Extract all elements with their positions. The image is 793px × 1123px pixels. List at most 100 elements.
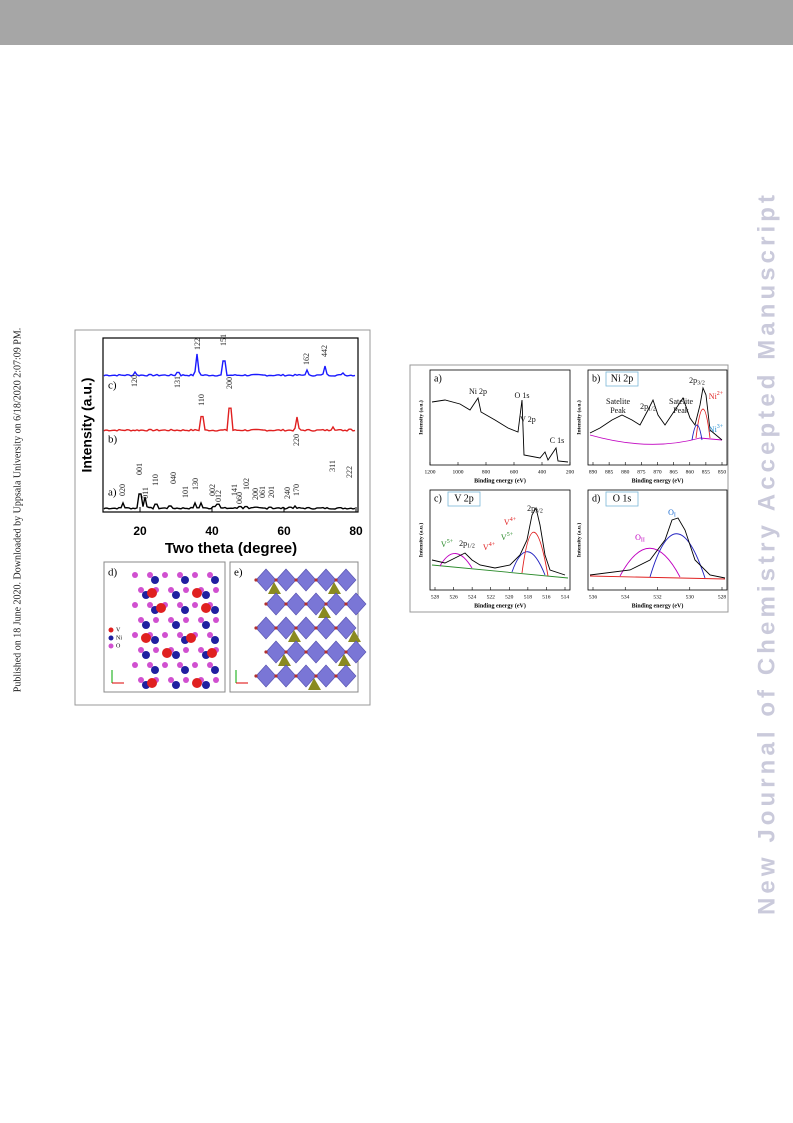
- atom: [254, 674, 258, 678]
- atom-o: [138, 647, 144, 653]
- x-tick-label: 1200: [425, 469, 436, 475]
- y-axis-label: Intensity (a.u.): [79, 378, 95, 473]
- panel-title: Ni 2p: [611, 373, 634, 384]
- atom-v: [147, 678, 157, 688]
- atom-o: [177, 662, 183, 668]
- x-tick-label: 532: [653, 594, 662, 600]
- atom-o: [153, 617, 159, 623]
- annotation-superscript: 5+: [447, 539, 454, 545]
- atom-o: [213, 677, 219, 683]
- atom: [304, 602, 308, 606]
- annotation-text: V: [483, 543, 489, 552]
- atom-o: [138, 587, 144, 593]
- x-tick-label: 528: [718, 594, 727, 600]
- atom-ni: [172, 681, 180, 689]
- octahedron: [345, 592, 367, 616]
- peak-label: 061: [258, 486, 267, 498]
- peak-label: 240: [283, 487, 292, 499]
- peak-label: 110: [197, 394, 206, 406]
- y-axis-label: Intensity (a.u.): [417, 400, 424, 435]
- atom: [334, 578, 338, 582]
- peak-label: 131: [173, 376, 182, 388]
- xrd-trace-a: [103, 493, 356, 510]
- annotation: C 1s: [550, 436, 564, 445]
- peak-label: 220: [292, 434, 301, 446]
- xps-axes: [429, 369, 571, 466]
- title-box: [605, 491, 639, 507]
- annotation: 2p1/2: [640, 402, 656, 413]
- annotation-subscript: 3/2: [697, 381, 705, 387]
- annotation-text: O 1s: [515, 391, 530, 400]
- annotation-text: O: [635, 533, 641, 542]
- xps-axes: [429, 489, 571, 591]
- peak-label: 130: [191, 478, 200, 490]
- atom-v: [192, 588, 202, 598]
- atom-o: [207, 572, 213, 578]
- annotation-text: O: [668, 508, 674, 517]
- octahedron: [315, 568, 337, 592]
- panel-label: d): [108, 567, 118, 579]
- y-axis-label: Intensity (a.u.): [417, 523, 424, 558]
- octahedron: [255, 568, 277, 592]
- tetrahedron: [348, 630, 361, 642]
- annotation: Satelite: [669, 397, 693, 406]
- atom-o: [198, 647, 204, 653]
- atom-o: [147, 602, 153, 608]
- octahedron: [305, 592, 327, 616]
- octahedron: [315, 616, 337, 640]
- atom-ni: [202, 621, 210, 629]
- tetrahedron: [318, 606, 331, 618]
- x-tick-label: 514: [561, 594, 570, 600]
- octahedron: [265, 640, 287, 664]
- xps-curve: [521, 531, 549, 577]
- octahedron: [295, 664, 317, 688]
- annotation-superscript: 3+: [717, 424, 724, 430]
- trace-label: a): [108, 487, 117, 499]
- atom-o: [162, 572, 168, 578]
- annotation-text: Peak: [610, 406, 626, 415]
- atom: [314, 626, 318, 630]
- annotation-subscript: II: [641, 538, 645, 544]
- xps-curve: [619, 547, 681, 578]
- atom-v: [147, 588, 157, 598]
- octahedron: [295, 568, 317, 592]
- x-tick-label: 520: [505, 594, 514, 600]
- x-axis-label: Binding energy (eV): [474, 477, 526, 484]
- peak-label: 002: [208, 484, 217, 496]
- atom-o: [132, 602, 138, 608]
- annotation-text: V 2p: [520, 415, 536, 424]
- annotation-text: Peak: [673, 406, 689, 415]
- atom-v: [192, 678, 202, 688]
- peak-label: 040: [169, 472, 178, 484]
- octahedron: [335, 664, 357, 688]
- xps-curve: [691, 424, 703, 441]
- y-axis-label: Intensity (a.u.): [575, 523, 582, 558]
- annotation-text: V: [441, 540, 447, 549]
- atom-ni: [151, 636, 159, 644]
- title-box: [605, 371, 639, 387]
- annotation-text: Satelite: [669, 397, 693, 406]
- xps-curve: [589, 517, 726, 579]
- atom-ni: [142, 621, 150, 629]
- legend-label: Ni: [116, 635, 122, 641]
- atom-o: [132, 632, 138, 638]
- tetrahedron: [278, 654, 291, 666]
- legend-swatch: [108, 635, 114, 641]
- atom-o: [192, 662, 198, 668]
- atom-ni: [211, 606, 219, 614]
- panel-label: d): [592, 493, 600, 504]
- trace-label: b): [108, 434, 118, 446]
- atom-ni: [172, 651, 180, 659]
- x-axis-label: Two theta (degree): [165, 540, 297, 557]
- atom: [264, 650, 268, 654]
- atom-o: [183, 617, 189, 623]
- atom-o: [192, 572, 198, 578]
- peak-label: 311: [328, 460, 337, 472]
- x-tick-label: 880: [621, 469, 630, 475]
- atom: [334, 674, 338, 678]
- panel-title: O 1s: [613, 493, 632, 504]
- octahedron: [335, 568, 357, 592]
- atom-ni: [151, 666, 159, 674]
- annotation-text: Ni: [709, 425, 718, 434]
